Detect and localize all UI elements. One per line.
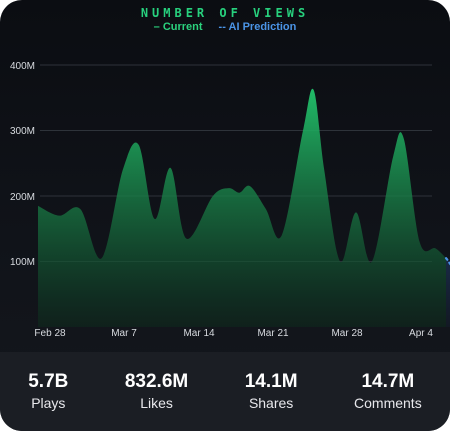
legend-ai-prediction: -- AI Prediction [218, 21, 297, 33]
stat-likes: 832.6M Likes [125, 371, 188, 413]
series-ai-prediction-area [446, 258, 450, 327]
stat-plays-value: 5.7B [28, 370, 69, 392]
stat-shares-label: Shares [248, 394, 294, 411]
series-current-area [38, 88, 447, 327]
x-tick-mar14: Mar 14 [183, 328, 215, 339]
chart-legend: – Current -- AI Prediction [0, 21, 450, 33]
x-tick-mar7: Mar 7 [111, 328, 137, 339]
stat-shares: 14.1M Shares [245, 371, 298, 413]
stat-likes-label: Likes [140, 394, 173, 411]
y-tick-300m: 300M [10, 126, 36, 137]
x-tick-mar28: Mar 28 [331, 328, 363, 339]
x-tick-mar21: Mar 21 [257, 328, 289, 339]
x-tick-apr4: Apr 4 [409, 328, 433, 339]
stat-shares-value: 14.1M [244, 370, 298, 392]
legend-current: – Current [153, 21, 203, 33]
x-tick-feb28: Feb 28 [34, 328, 66, 339]
series-ai-prediction-line [445, 257, 450, 266]
stats-bar: 5.7B Plays 832.6M Likes 14.1M Shares 14.… [0, 352, 450, 431]
stat-plays: 5.7B Plays [28, 371, 68, 413]
chart-title: NUMBER OF VIEWS [140, 6, 310, 20]
chart-plot [38, 64, 450, 327]
stat-comments-value: 14.7M [361, 370, 415, 392]
y-tick-200m: 200M [10, 192, 36, 203]
y-tick-100m: 100M [10, 257, 36, 268]
stat-plays-label: Plays [31, 394, 66, 411]
views-chart: NUMBER OF VIEWS – Current -- AI Predicti… [0, 6, 450, 339]
y-tick-400m: 400M [10, 61, 36, 72]
stat-comments: 14.7M Comments [354, 371, 422, 413]
stat-likes-value: 832.6M [124, 370, 189, 392]
stat-comments-label: Comments [354, 394, 422, 411]
